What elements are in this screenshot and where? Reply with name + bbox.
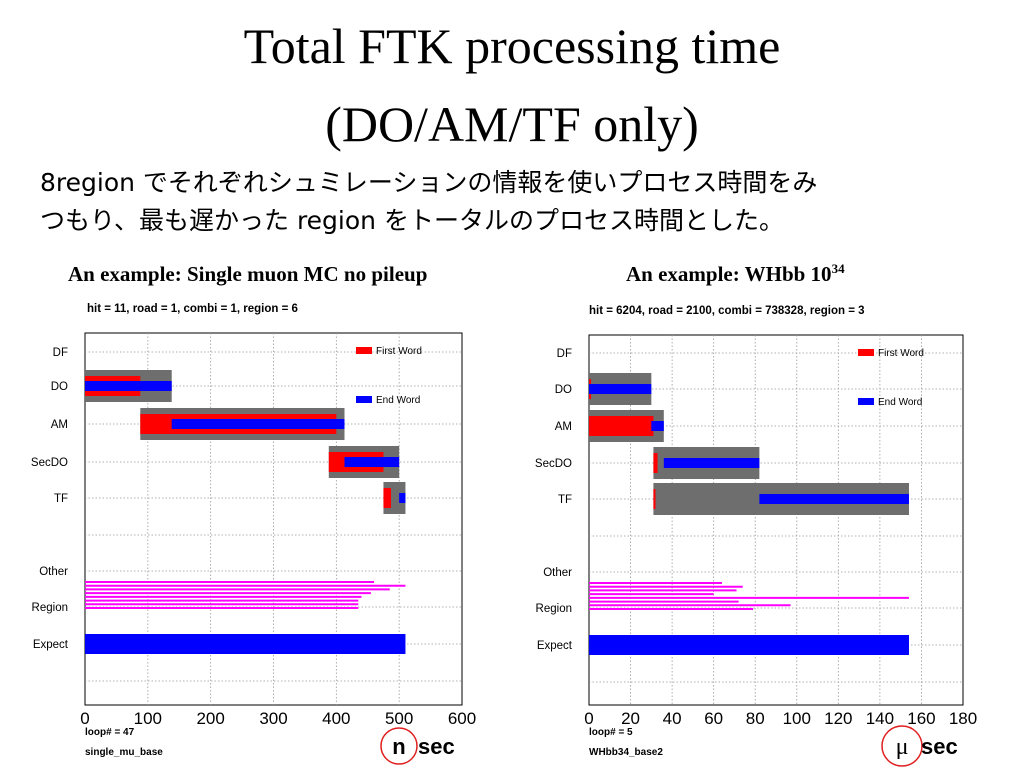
right-chart-title-sup: 34 (831, 261, 845, 276)
chart0-legend-first-swatch (356, 347, 372, 354)
chart1-first-word-bar (653, 489, 656, 509)
chart0-expect-bar (85, 634, 406, 654)
left-chart-title: An example: Single muon MC no pileup (68, 262, 428, 286)
chart1-unit-circle (881, 725, 923, 767)
chart0-loop-label: loop# = 47 (85, 727, 135, 738)
chart1-end-word-bar (759, 494, 909, 504)
chart1-first-word-bar (653, 453, 658, 473)
chart1-x-tick-label: 0 (584, 709, 593, 728)
chart1-x-tick-label: 40 (663, 709, 682, 728)
chart0-unit-suffix: sec (418, 734, 455, 759)
chart1-row-label: Expect (537, 640, 573, 652)
slide-subtitle-line2: つもり、最も遅かった region をトータルのプロセス時間とした。 (40, 206, 784, 235)
chart1-row-label: TF (558, 494, 572, 506)
chart1-x-tick-label: 140 (866, 709, 894, 728)
chart1-unit-letter: μ (896, 734, 909, 760)
right-chart-title-text: An example: WHbb 10 (626, 262, 832, 286)
chart1-row-label: SecDO (535, 458, 572, 470)
chart1-stats-label: hit = 6204, road = 2100, combi = 738328,… (589, 305, 865, 317)
chart1-legend-end-swatch (858, 398, 874, 405)
chart0-unit-letter: n (392, 734, 405, 759)
chart1-x-tick-label: 100 (783, 709, 811, 728)
chart1-x-tick-label: 180 (949, 709, 977, 728)
chart0-row-label: Region (32, 602, 68, 614)
chart1-x-tick-label: 120 (824, 709, 852, 728)
chart1-loop-label: loop# = 5 (589, 727, 633, 738)
chart1-first-word-bar (589, 416, 654, 436)
chart1-x-tick-label: 160 (907, 709, 935, 728)
slide-subtitle-line1: 8region でそれぞれシュミレーションの情報を使いプロセス時間をみ (40, 168, 818, 197)
right-chart-title: An example: WHbb 1034 (626, 262, 845, 287)
chart0-config-label: single_mu_base (85, 747, 163, 758)
chart1-x-tick-label: 60 (704, 709, 723, 728)
chart0-end-word-bar (171, 419, 345, 429)
chart1-row-label: Other (543, 567, 572, 579)
chart0-first-word-bar (383, 488, 391, 508)
chart1-x-tick-label: 20 (621, 709, 640, 728)
chart1-row-label: DO (555, 384, 572, 396)
chart0-row-label: DO (51, 381, 68, 393)
chart0-unit-circle (380, 727, 418, 765)
chart0-x-tick-label: 100 (134, 709, 162, 728)
chart1-legend-first-swatch (858, 349, 874, 356)
chart0-end-word-bar (399, 493, 406, 503)
chart1-expect-bar (589, 635, 909, 655)
chart1-row-label: Region (536, 603, 572, 615)
chart1-end-word-bar (651, 421, 664, 431)
chart0-legend-first-label: First Word (376, 346, 422, 357)
chart0-x-tick-label: 500 (385, 709, 413, 728)
chart0-legend-end-swatch (356, 396, 372, 403)
chart0-row-label: AM (51, 419, 68, 431)
chart1-row-label: DF (557, 348, 572, 360)
chart0-x-tick-label: 300 (259, 709, 287, 728)
chart0-stats-label: hit = 11, road = 1, combi = 1, region = … (87, 303, 298, 315)
chart0-x-tick-label: 200 (196, 709, 224, 728)
slide-title-line1: Total FTK processing time (243, 18, 781, 74)
chart1-legend-first-label: First Word (878, 348, 924, 359)
chart0-row-label: SecDO (31, 457, 68, 469)
chart1-end-word-bar (663, 458, 760, 468)
chart0-row-label: DF (53, 347, 68, 359)
chart1-end-word-bar (589, 384, 652, 394)
chart1-row-label: AM (555, 421, 572, 433)
chart0-x-tick-label: 400 (322, 709, 350, 728)
chart0-end-word-bar (85, 381, 172, 391)
chart0-legend-end-label: End Word (376, 395, 420, 406)
chart0-row-label: Other (39, 566, 68, 578)
chart0-x-tick-label: 600 (448, 709, 476, 728)
chart0-x-tick-label: 0 (80, 709, 89, 728)
chart1-x-tick-label: 80 (746, 709, 765, 728)
chart1-unit-suffix: sec (921, 734, 958, 759)
chart0-end-word-bar (344, 457, 400, 467)
chart0-row-label: Expect (33, 639, 69, 651)
chart0-row-label: TF (54, 493, 68, 505)
chart1-config-label: WHbb34_base2 (589, 747, 663, 758)
slide-title-line2: (DO/AM/TF only) (325, 96, 699, 152)
chart1-legend-end-label: End Word (878, 397, 922, 408)
